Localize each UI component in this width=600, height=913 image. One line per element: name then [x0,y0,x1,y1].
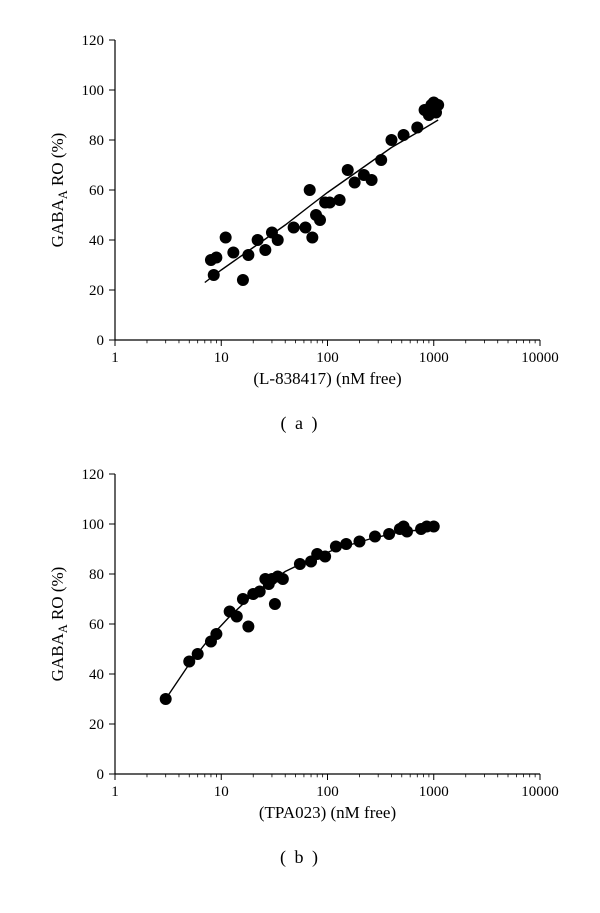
svg-text:GABAA RO (%): GABAA RO (%) [48,567,70,682]
svg-text:20: 20 [89,717,104,733]
svg-text:0: 0 [97,767,105,783]
svg-text:10000: 10000 [521,350,559,366]
svg-text:60: 60 [89,183,104,199]
svg-text:80: 80 [89,567,104,583]
svg-text:1: 1 [111,350,119,366]
svg-text:120: 120 [82,33,105,49]
svg-text:100: 100 [82,517,105,533]
chart-b: 020406080100120110100100010000GABAA RO (… [40,454,560,834]
svg-text:1: 1 [111,784,119,800]
panel-a: 020406080100120110100100010000GABAA RO (… [40,20,560,434]
svg-text:GABAA RO (%): GABAA RO (%) [48,133,70,248]
svg-text:80: 80 [89,133,104,149]
svg-text:0: 0 [97,333,105,349]
panel-a-label: ( a ) [40,413,560,434]
svg-text:100: 100 [316,784,339,800]
svg-text:10000: 10000 [521,784,559,800]
svg-text:60: 60 [89,617,104,633]
svg-text:20: 20 [89,283,104,299]
svg-text:10: 10 [214,350,229,366]
svg-text:40: 40 [89,667,104,683]
panel-b-label: ( b ) [40,847,560,868]
svg-text:100: 100 [82,83,105,99]
svg-text:40: 40 [89,233,104,249]
figure-container: 020406080100120110100100010000GABAA RO (… [0,0,600,868]
panel-b: 020406080100120110100100010000GABAA RO (… [40,454,560,868]
svg-text:10: 10 [214,784,229,800]
svg-text:1000: 1000 [419,784,449,800]
svg-text:120: 120 [82,467,105,483]
svg-text:1000: 1000 [419,350,449,366]
svg-text:100: 100 [316,350,339,366]
svg-text:(TPA023) (nM free): (TPA023) (nM free) [259,803,396,822]
svg-text:(L-838417) (nM free): (L-838417) (nM free) [253,369,401,388]
chart-a: 020406080100120110100100010000GABAA RO (… [40,20,560,400]
